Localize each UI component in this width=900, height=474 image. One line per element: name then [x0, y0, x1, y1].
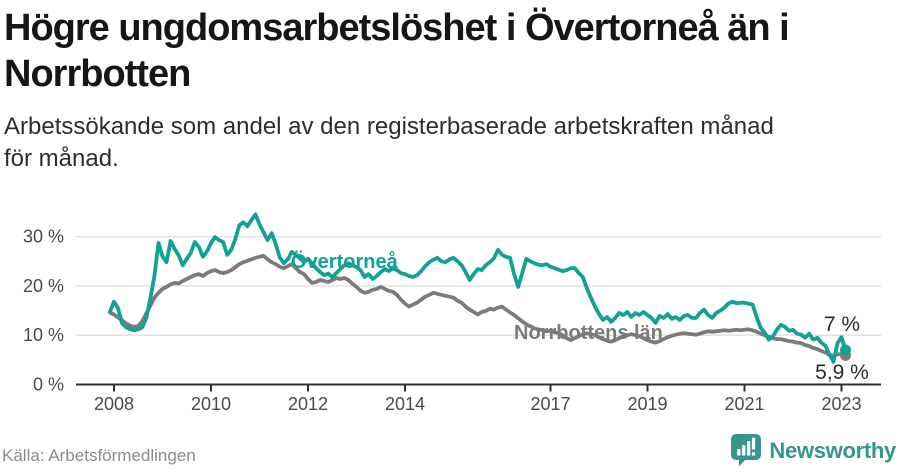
y-tick-label: 0 % — [33, 375, 64, 395]
chart-footer: Källa: Arbetsförmedlingen Newsworthy — [0, 432, 900, 468]
x-tick-label: 2023 — [821, 394, 861, 414]
x-tick-label: 2017 — [530, 394, 570, 414]
x-tick-label: 2014 — [385, 394, 425, 414]
chart-subtitle: Arbetssökande som andel av den registerb… — [4, 113, 774, 173]
x-tick-label: 2008 — [94, 394, 134, 414]
source-note: Källa: Arbetsförmedlingen — [2, 446, 196, 465]
chart-header: Högre ungdomsarbetslöshet i Övertorneå ä… — [4, 6, 896, 175]
series-line-norrbotten — [108, 253, 848, 358]
end-value-label-overtornea: 7 % — [824, 313, 860, 336]
series-label-overtornea: Övertorneå — [291, 250, 399, 273]
x-tick-label: 2021 — [724, 394, 764, 414]
y-tick-label: 10 % — [23, 325, 64, 345]
page-title: Högre ungdomsarbetslöshet i Övertorneå ä… — [4, 7, 790, 95]
x-tick-label: 2010 — [191, 394, 231, 414]
series-label-norrbotten: Norrbottens län — [514, 322, 663, 344]
newsworthy-bubble-barchart-icon — [731, 434, 762, 467]
series-line-overtornea — [108, 212, 848, 364]
newsworthy-wordmark: Newsworthy — [769, 437, 896, 463]
series-end-dot-overtornea — [840, 344, 852, 356]
x-tick-label: 2012 — [288, 394, 328, 414]
x-tick-label: 2019 — [627, 394, 667, 414]
end-value-label-norrbotten: 5,9 % — [815, 361, 869, 384]
y-tick-label: 30 % — [23, 227, 64, 247]
newsworthy-logo: Newsworthy — [730, 433, 896, 468]
y-tick-label: 20 % — [23, 276, 64, 296]
